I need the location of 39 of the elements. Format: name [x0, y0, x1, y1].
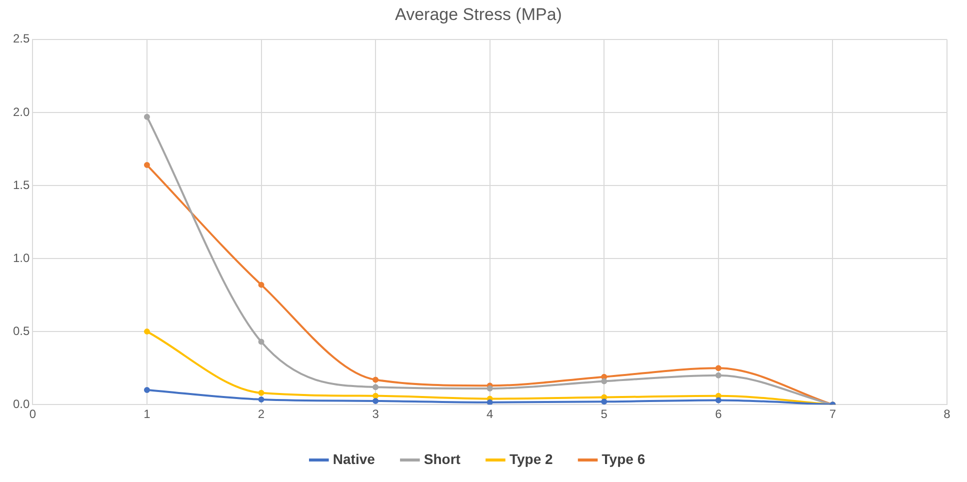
- point: [715, 365, 722, 372]
- point: [486, 399, 493, 405]
- x-tick-label: 8: [944, 407, 951, 422]
- y-tick-label: 2.0: [12, 104, 30, 119]
- point: [144, 328, 150, 335]
- point: [601, 398, 608, 405]
- point: [258, 282, 264, 288]
- point: [258, 396, 264, 402]
- x-tick-label: 4: [486, 407, 494, 422]
- point: [486, 386, 493, 392]
- point: [258, 390, 264, 396]
- legend-label: Type 2: [509, 450, 553, 467]
- point: [372, 398, 379, 404]
- legend-label: Type 6: [602, 450, 646, 467]
- point: [601, 378, 608, 384]
- point: [715, 372, 722, 378]
- y-tick-label: 1.0: [12, 250, 30, 265]
- y-tick-label: 1.5: [12, 178, 30, 192]
- y-tick-label: 0.0: [12, 396, 30, 411]
- x-tick-label: 7: [829, 407, 836, 422]
- point: [258, 338, 264, 345]
- point: [144, 114, 150, 120]
- point: [372, 392, 379, 399]
- point: [372, 376, 379, 383]
- point: [715, 397, 722, 404]
- x-tick-label: 5: [600, 407, 608, 422]
- legend-label: Native: [332, 450, 376, 467]
- x-tick-label: 1: [144, 407, 151, 422]
- x-tick-label: 2: [258, 407, 265, 422]
- x-tick-label: 6: [715, 407, 722, 422]
- point: [372, 384, 379, 390]
- legend-label: Short: [424, 450, 461, 467]
- y-tick-label: 2.5: [12, 32, 30, 46]
- point: [144, 162, 150, 168]
- y-tick-label: 0.5: [12, 324, 30, 338]
- chart-title: Average Stress (MPa): [395, 4, 562, 24]
- x-tick-label: 3: [372, 407, 380, 422]
- point: [144, 386, 150, 393]
- x-tick-label: 0: [29, 407, 36, 422]
